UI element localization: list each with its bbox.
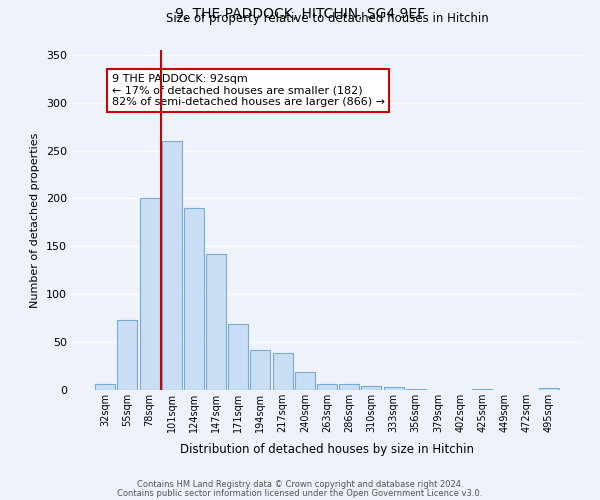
Text: 9, THE PADDOCK, HITCHIN, SG4 9EF: 9, THE PADDOCK, HITCHIN, SG4 9EF <box>175 8 425 22</box>
Bar <box>162 141 182 390</box>
Bar <box>250 350 271 390</box>
Text: Contains public sector information licensed under the Open Government Licence v3: Contains public sector information licen… <box>118 488 482 498</box>
Bar <box>383 387 404 390</box>
Text: Contains HM Land Registry data © Crown copyright and database right 2024.: Contains HM Land Registry data © Crown c… <box>137 480 463 489</box>
Bar <box>539 388 559 390</box>
Bar <box>472 389 492 390</box>
Title: Size of property relative to detached houses in Hitchin: Size of property relative to detached ho… <box>166 12 488 25</box>
Bar <box>140 198 160 390</box>
Bar <box>295 372 315 390</box>
X-axis label: Distribution of detached houses by size in Hitchin: Distribution of detached houses by size … <box>180 444 474 456</box>
Text: 9 THE PADDOCK: 92sqm
← 17% of detached houses are smaller (182)
82% of semi-deta: 9 THE PADDOCK: 92sqm ← 17% of detached h… <box>112 74 385 107</box>
Bar <box>184 208 204 390</box>
Y-axis label: Number of detached properties: Number of detached properties <box>31 132 40 308</box>
Bar <box>339 384 359 390</box>
Bar <box>95 384 115 390</box>
Bar <box>228 324 248 390</box>
Bar <box>317 384 337 390</box>
Bar <box>118 320 137 390</box>
Bar <box>272 352 293 390</box>
Bar <box>361 386 382 390</box>
Bar <box>406 389 426 390</box>
Bar <box>206 254 226 390</box>
